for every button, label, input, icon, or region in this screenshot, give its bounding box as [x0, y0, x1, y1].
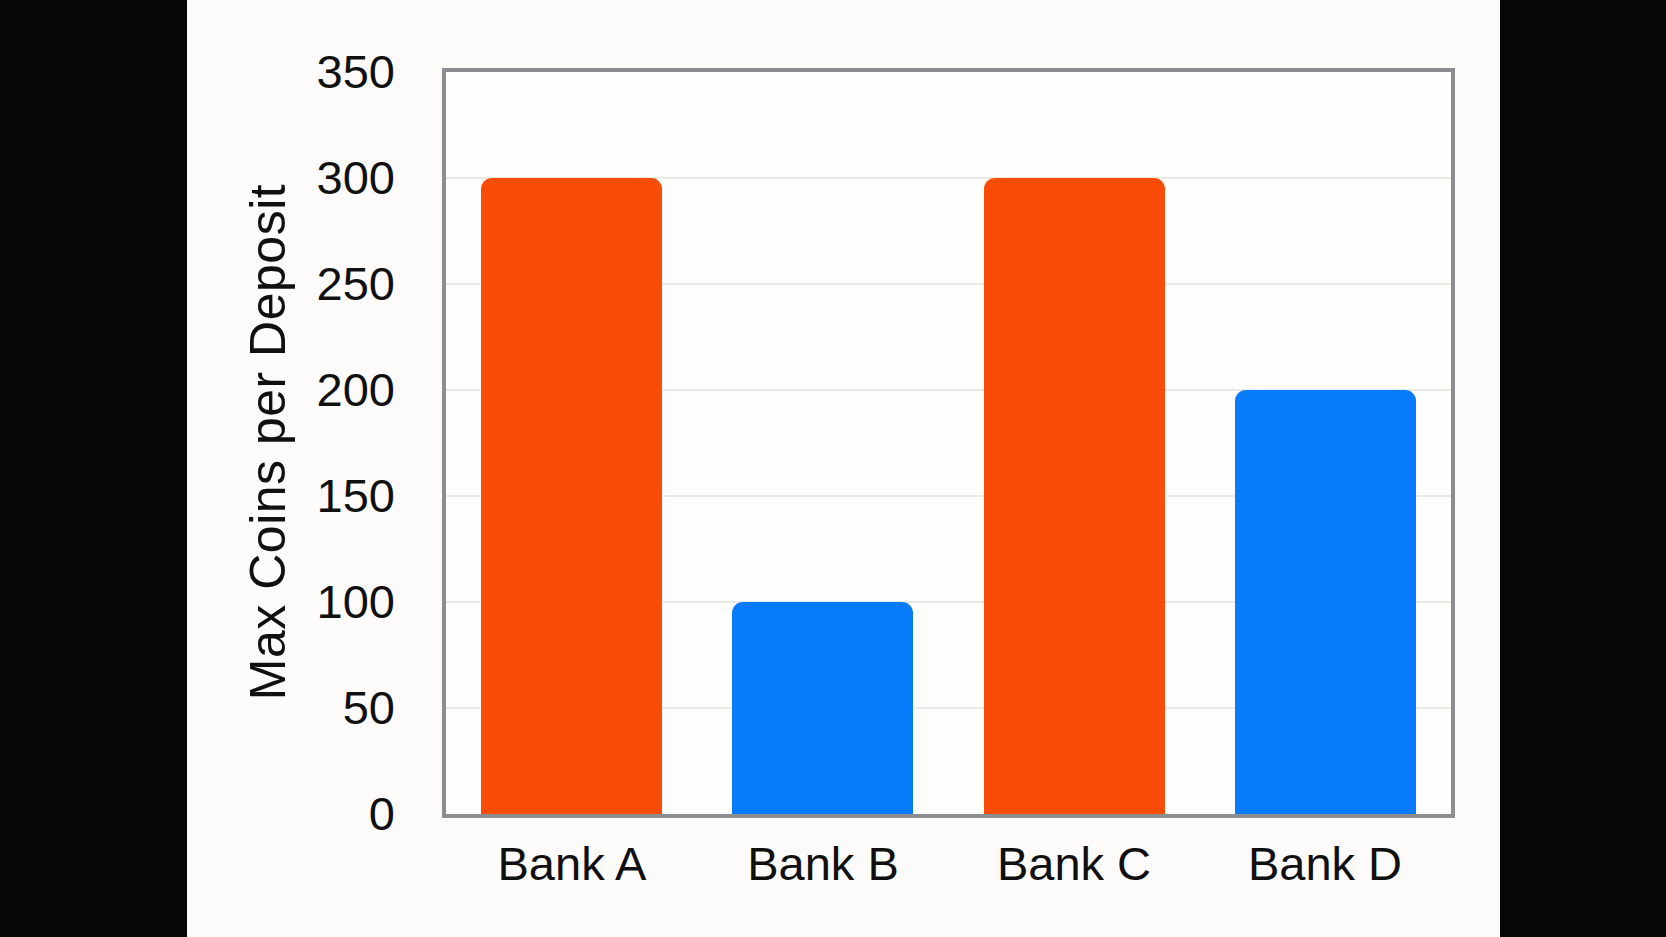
x-tick-label-bank-c: Bank C	[997, 836, 1151, 892]
y-tick-label-300: 300	[187, 154, 395, 201]
y-tick-label-250: 250	[187, 260, 395, 307]
bar-bank-a	[481, 178, 662, 814]
screen: Max Coins per Deposit 050100150200250300…	[0, 0, 1666, 937]
y-tick-label-50: 50	[187, 684, 395, 731]
bar-bank-b	[732, 602, 913, 814]
y-tick-label-100: 100	[187, 578, 395, 625]
letterbox-left	[0, 0, 187, 937]
x-tick-label-bank-a: Bank A	[498, 836, 647, 892]
x-tick-label-bank-d: Bank D	[1248, 836, 1402, 892]
bar-bank-d	[1235, 390, 1416, 814]
plot-area	[442, 68, 1455, 818]
bar-bank-c	[984, 178, 1165, 814]
letterbox-right	[1500, 0, 1666, 937]
bar-chart: Max Coins per Deposit 050100150200250300…	[187, 0, 1500, 937]
y-tick-label-0: 0	[187, 790, 395, 837]
y-tick-label-150: 150	[187, 472, 395, 519]
plot-inner	[446, 72, 1451, 814]
x-tick-label-bank-b: Bank B	[747, 836, 899, 892]
y-tick-label-200: 200	[187, 366, 395, 413]
y-tick-label-350: 350	[187, 48, 395, 95]
slide: Max Coins per Deposit 050100150200250300…	[187, 0, 1500, 937]
